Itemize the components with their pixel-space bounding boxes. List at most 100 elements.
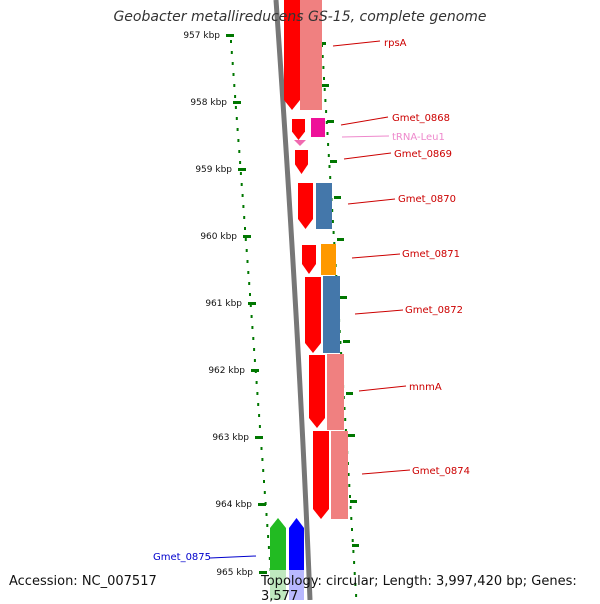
guide-dot xyxy=(234,106,237,109)
ruler-label: 961 kbp xyxy=(205,299,242,309)
guide-dot xyxy=(331,209,334,212)
label-leader xyxy=(341,135,390,138)
guide-dot xyxy=(348,484,351,487)
guide-dot xyxy=(247,271,250,274)
ruler-label: 965 kbp xyxy=(216,568,253,578)
ruler-tick xyxy=(255,436,263,439)
label-leader xyxy=(340,116,389,126)
guide-dot xyxy=(267,546,270,549)
gene-arrow-gmet-0869 xyxy=(295,150,308,174)
ring-tick xyxy=(352,544,359,547)
guide-dot xyxy=(268,557,271,560)
ring-tick xyxy=(346,392,353,395)
ruler-label: 964 kbp xyxy=(215,500,252,510)
guide-dot xyxy=(323,77,325,80)
guide-dot xyxy=(261,458,264,461)
guide-dot xyxy=(325,110,328,113)
feature-block-gmet-0868 xyxy=(311,118,325,137)
guide-dot xyxy=(321,55,324,58)
guide-dot xyxy=(354,583,357,586)
gene-arrow-gmet-0874 xyxy=(313,431,329,519)
guide-dot xyxy=(257,403,260,406)
gene-label-mnmA[interactable]: mnmA xyxy=(409,382,442,393)
label-leader xyxy=(332,40,381,47)
guide-dot xyxy=(265,513,268,516)
gene-label-gmet-0870[interactable]: Gmet_0870 xyxy=(398,194,456,205)
features xyxy=(270,0,348,600)
guide-dot xyxy=(266,524,269,527)
guide-dot xyxy=(240,183,243,186)
feature-block-mnmA xyxy=(327,354,344,430)
guide-dot xyxy=(242,205,245,208)
ruler-label: 962 kbp xyxy=(208,366,245,376)
gene-label-gmet-0875[interactable]: Gmet_0875 xyxy=(153,552,211,563)
label-leader xyxy=(209,555,257,559)
feature-block-gmet-0871 xyxy=(321,244,336,275)
gene-label-gmet-0872[interactable]: Gmet_0872 xyxy=(405,305,463,316)
guide-dot xyxy=(258,414,261,417)
guide-dot xyxy=(231,62,234,65)
guide-dot xyxy=(241,194,244,197)
guide-dot xyxy=(344,429,347,432)
guide-dot xyxy=(234,95,237,98)
gene-arrow-mnmA xyxy=(309,355,325,428)
guide-dot xyxy=(327,143,330,146)
guide-dot xyxy=(253,348,256,351)
guide-dot xyxy=(350,517,353,520)
guide-dot xyxy=(232,73,235,76)
guide-dot xyxy=(353,572,356,575)
guide-dot xyxy=(351,539,354,542)
gene-label-gmet-0869[interactable]: Gmet_0869 xyxy=(394,149,452,160)
ring-tick xyxy=(348,434,355,437)
guide-dot xyxy=(260,447,263,450)
gene-label-gmet-0871[interactable]: Gmet_0871 xyxy=(402,249,460,260)
guide-dot xyxy=(332,231,335,234)
ring-tick xyxy=(337,238,344,241)
guide-dot xyxy=(263,491,266,494)
ruler-label: 957 kbp xyxy=(183,31,220,41)
guide-dot xyxy=(351,528,353,531)
guide-dot xyxy=(267,535,270,538)
guide-dot xyxy=(258,425,261,428)
guide-dot xyxy=(250,315,253,318)
label-leader xyxy=(358,385,407,392)
guide-dot xyxy=(236,128,239,131)
guide-dot xyxy=(249,304,252,307)
guide-dot xyxy=(323,88,326,91)
guide-dot xyxy=(333,242,336,245)
guide-dot xyxy=(355,594,358,597)
guide-dot xyxy=(244,238,247,241)
guide-dot xyxy=(237,139,240,142)
guide-dot xyxy=(326,132,329,135)
gene-arrow-gmet-0872 xyxy=(305,277,321,353)
label-leader xyxy=(347,198,396,205)
guide-dot xyxy=(248,282,251,285)
ruler-label: 960 kbp xyxy=(200,232,237,242)
label-leader xyxy=(343,152,392,160)
feature-block-gmet-0870 xyxy=(316,183,332,229)
guide-dot xyxy=(331,220,334,223)
guide-dot xyxy=(239,172,242,175)
guide-dot xyxy=(243,216,246,219)
guide-dot xyxy=(245,249,248,252)
ring-tick xyxy=(330,160,337,163)
guide-dot xyxy=(251,326,254,329)
guide-dot xyxy=(327,154,330,157)
guide-dot xyxy=(256,392,259,395)
accession: Accession: NC_007517 xyxy=(9,574,157,589)
gene-label-trna-leu1[interactable]: tRNA-Leu1 xyxy=(392,132,445,143)
ring-tick xyxy=(350,500,357,503)
gene-arrow-gmet-0870 xyxy=(298,183,313,229)
ruler-label: 963 kbp xyxy=(212,433,249,443)
guide-dot xyxy=(253,359,256,362)
gene-label-gmet-0874[interactable]: Gmet_0874 xyxy=(412,466,470,477)
guide-dot xyxy=(344,418,347,421)
ruler-tick xyxy=(248,302,256,305)
ruler-label: 958 kbp xyxy=(190,98,227,108)
label-leader xyxy=(354,309,404,315)
feature-fade-green xyxy=(270,570,286,600)
ruler-tick xyxy=(226,34,234,37)
gene-label-rpsA[interactable]: rpsA xyxy=(384,38,407,49)
gene-label-gmet-0868[interactable]: Gmet_0868 xyxy=(392,113,450,124)
